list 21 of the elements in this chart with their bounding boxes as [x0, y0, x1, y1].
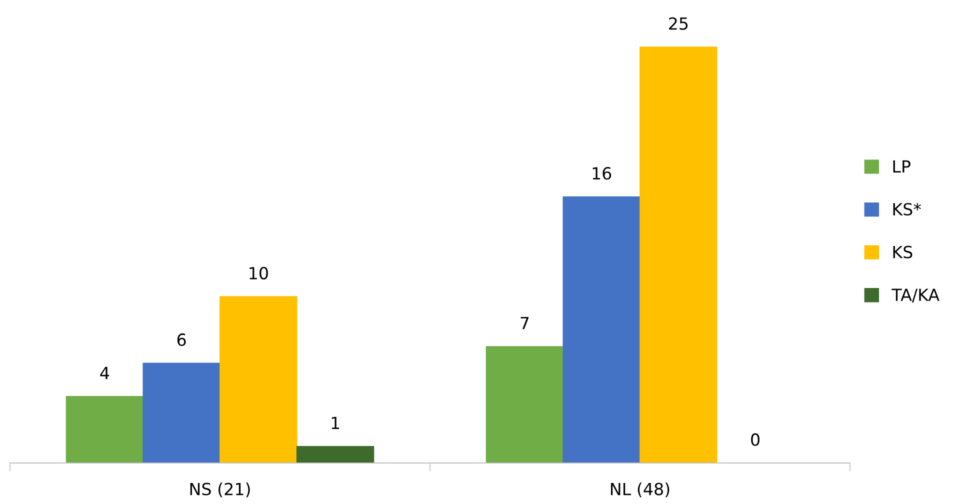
bar	[486, 346, 564, 463]
data-label: 6	[177, 333, 186, 346]
bar	[562, 196, 640, 463]
x-tick-label: NS (21)	[190, 482, 250, 498]
data-label: 16	[592, 167, 612, 180]
data-label: 0	[751, 433, 760, 446]
data-label: 25	[669, 17, 688, 30]
legend-label: KS	[893, 246, 912, 258]
data-label: 10	[250, 266, 268, 280]
x-tick-label: NL (48)	[611, 482, 670, 498]
bar	[220, 296, 298, 463]
data-label: 7	[520, 317, 529, 330]
legend-label: LP	[893, 160, 910, 173]
legend-label: TA/KA	[892, 288, 940, 302]
bar	[640, 46, 718, 463]
bar	[142, 362, 220, 463]
bar	[66, 396, 144, 463]
bar	[296, 446, 374, 463]
legend-label: KS*	[893, 202, 922, 216]
data-label: 1	[332, 416, 340, 430]
data-label: 4	[100, 366, 110, 380]
